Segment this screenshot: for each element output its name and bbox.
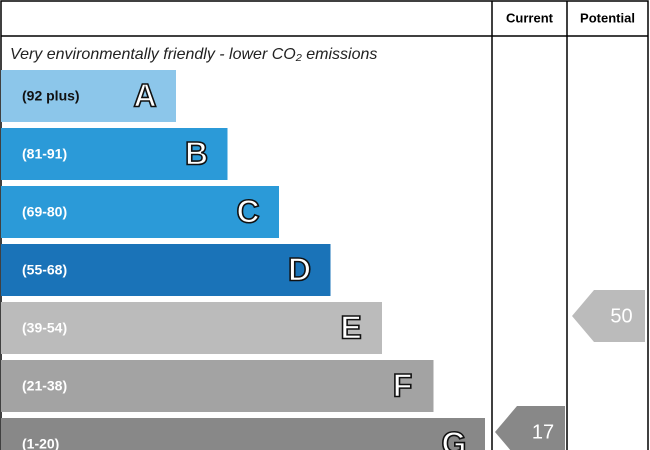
- column-header: Potential: [580, 10, 635, 25]
- rating-band: [1, 186, 279, 238]
- band-letter: B: [185, 135, 208, 171]
- band-range: (39-54): [22, 320, 67, 336]
- rating-band: [1, 418, 485, 450]
- rating-value: 50: [610, 305, 632, 327]
- column-header: Current: [506, 10, 554, 25]
- band-range: (81-91): [22, 146, 67, 162]
- rating-value: 17: [532, 421, 554, 443]
- band-letter: E: [340, 309, 361, 345]
- rating-band: [1, 70, 176, 122]
- band-letter: A: [133, 77, 156, 113]
- band-letter: F: [393, 367, 413, 403]
- rating-band: [1, 360, 434, 412]
- rating-arrow: [495, 406, 565, 450]
- band-range: (92 plus): [22, 88, 80, 104]
- rating-arrow: [572, 290, 645, 342]
- rating-band: [1, 244, 331, 296]
- subtitle: Very environmentally friendly - lower CO…: [10, 46, 377, 63]
- band-range: (21-38): [22, 378, 67, 394]
- rating-band: [1, 128, 228, 180]
- band-range: (55-68): [22, 262, 67, 278]
- band-range: (69-80): [22, 204, 67, 220]
- rating-band: [1, 302, 382, 354]
- band-letter: D: [288, 251, 311, 287]
- band-range: (1-20): [22, 436, 59, 450]
- band-letter: C: [236, 193, 259, 229]
- band-letter: G: [442, 425, 467, 450]
